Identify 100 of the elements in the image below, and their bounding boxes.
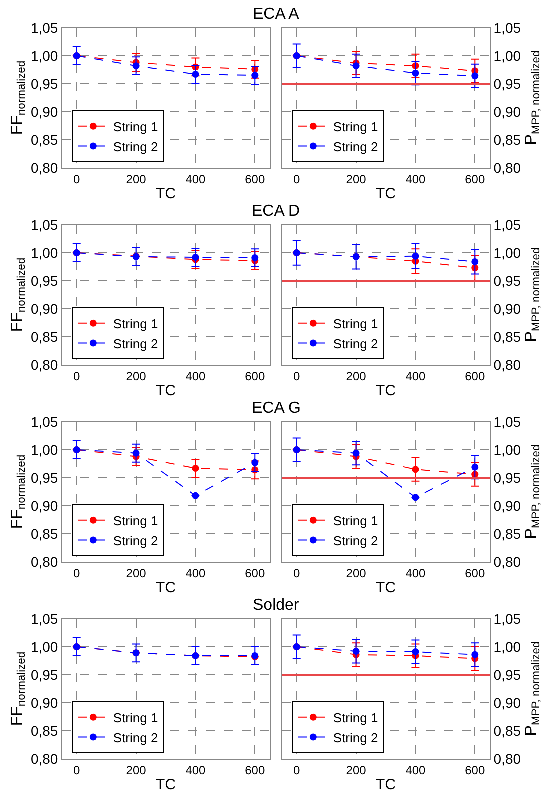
x-tick-label: 600 (465, 172, 486, 186)
legend-label: String 2 (333, 730, 378, 746)
x-tick-label: 600 (465, 369, 486, 384)
y-tick-label: 1,05 (30, 20, 58, 36)
y-tick-label: 0,95 (30, 470, 58, 486)
legend-label: String 1 (333, 119, 378, 134)
x-tick-label: 0 (294, 763, 301, 778)
x-axis-title: TC (156, 185, 176, 202)
point (412, 494, 420, 502)
point (252, 254, 259, 262)
y2-tick-label: 0,80 (494, 160, 522, 176)
point (192, 464, 200, 472)
x-tick-label: 600 (245, 172, 266, 186)
y2-tick-label: 0,90 (494, 300, 522, 317)
x-axis-title: TC (156, 776, 176, 794)
point (352, 450, 360, 457)
y2-tick-label: 1,05 (494, 20, 522, 36)
y2-tick-label: 0,95 (494, 666, 522, 683)
legend-label: String 1 (113, 119, 158, 134)
y2-tick-label: 0,85 (494, 526, 522, 542)
point (472, 651, 479, 658)
x-tick-label: 0 (74, 172, 81, 186)
y2-tick-label: 1,05 (494, 610, 522, 627)
x-tick-label: 600 (245, 763, 266, 778)
x-tick-label: 400 (186, 763, 206, 778)
y2-tick-label: 0,90 (494, 694, 522, 711)
legend-label: String 1 (113, 316, 158, 332)
y-tick-label: 0,90 (30, 498, 58, 514)
x-tick-label: 400 (406, 172, 426, 186)
x-axis-title: TC (376, 579, 396, 596)
y2-tick-label: 1,00 (494, 442, 522, 458)
x-tick-label: 0 (74, 763, 81, 778)
y2-tick-label: 0,95 (494, 272, 522, 289)
x-tick-label: 400 (406, 763, 426, 778)
x-axis-title: TC (376, 382, 396, 400)
point (252, 459, 259, 466)
legend-label: String 2 (113, 336, 158, 352)
point (412, 70, 420, 77)
y2-tick-label: 1,00 (494, 638, 522, 655)
point (472, 72, 479, 80)
y-tick-label: 1,05 (30, 610, 58, 627)
x-tick-label: 400 (186, 566, 206, 580)
y-tick-label: 0,80 (30, 160, 58, 176)
y2-tick-label: 0,85 (494, 328, 522, 345)
y-tick-label: 1,00 (30, 244, 58, 261)
x-tick-label: 0 (74, 369, 81, 384)
y-tick-label: 0,95 (30, 666, 58, 683)
y2-tick-label: 0,85 (494, 132, 522, 148)
y2-tick-label: 0,90 (494, 104, 522, 120)
point (132, 62, 140, 70)
chart-title: ECA D (252, 203, 300, 220)
x-tick-label: 200 (346, 369, 367, 384)
x-tick-label: 0 (294, 369, 301, 384)
y-tick-label: 0,95 (30, 272, 58, 289)
legend-label: String 2 (333, 336, 378, 352)
y-tick-label: 0,85 (30, 328, 58, 345)
x-tick-label: 0 (294, 566, 301, 580)
x-tick-label: 200 (346, 566, 367, 580)
legend-label: String 1 (113, 710, 158, 726)
y2-tick-label: 0,80 (494, 356, 522, 373)
y2-tick-label: 1,05 (494, 414, 522, 430)
point (412, 648, 420, 656)
y-tick-label: 0,85 (30, 722, 58, 739)
x-tick-label: 0 (294, 172, 301, 186)
point (472, 258, 479, 266)
y-tick-label: 0,85 (30, 132, 58, 148)
point (412, 466, 420, 474)
y-tick-label: 0,80 (30, 356, 58, 373)
y2-tick-label: 0,80 (494, 750, 522, 767)
y2-tick-label: 1,00 (494, 244, 522, 261)
legend-label: String 1 (333, 513, 378, 528)
y2-tick-label: 1,05 (494, 216, 522, 233)
y-tick-label: 1,00 (30, 442, 58, 458)
x-axis-title: TC (156, 579, 176, 596)
x-tick-label: 600 (465, 763, 486, 778)
legend-label: String 1 (113, 513, 158, 528)
point (352, 648, 360, 655)
x-tick-label: 200 (346, 172, 367, 186)
y2-tick-label: 0,95 (494, 76, 522, 92)
x-tick-label: 400 (406, 369, 426, 384)
y-tick-label: 0,95 (30, 76, 58, 92)
y-tick-label: 0,85 (30, 526, 58, 542)
point (412, 252, 420, 260)
y-tick-label: 0,90 (30, 104, 58, 120)
x-tick-label: 400 (186, 172, 206, 186)
legend-label: String 2 (113, 730, 158, 746)
y2-tick-label: 0,80 (494, 554, 522, 570)
y2-tick-label: 0,95 (494, 470, 522, 486)
y-tick-label: 0,90 (30, 300, 58, 317)
x-tick-label: 200 (126, 172, 147, 186)
y-tick-label: 1,05 (30, 414, 58, 430)
x-tick-label: 600 (245, 566, 266, 580)
x-tick-label: 600 (465, 566, 486, 580)
point (252, 72, 259, 80)
x-tick-label: 400 (186, 369, 206, 384)
legend-label: String 1 (333, 316, 378, 332)
legend-label: String 2 (113, 139, 158, 154)
legend-label: String 2 (333, 533, 378, 548)
x-axis-title: TC (376, 185, 396, 202)
point (352, 62, 360, 70)
